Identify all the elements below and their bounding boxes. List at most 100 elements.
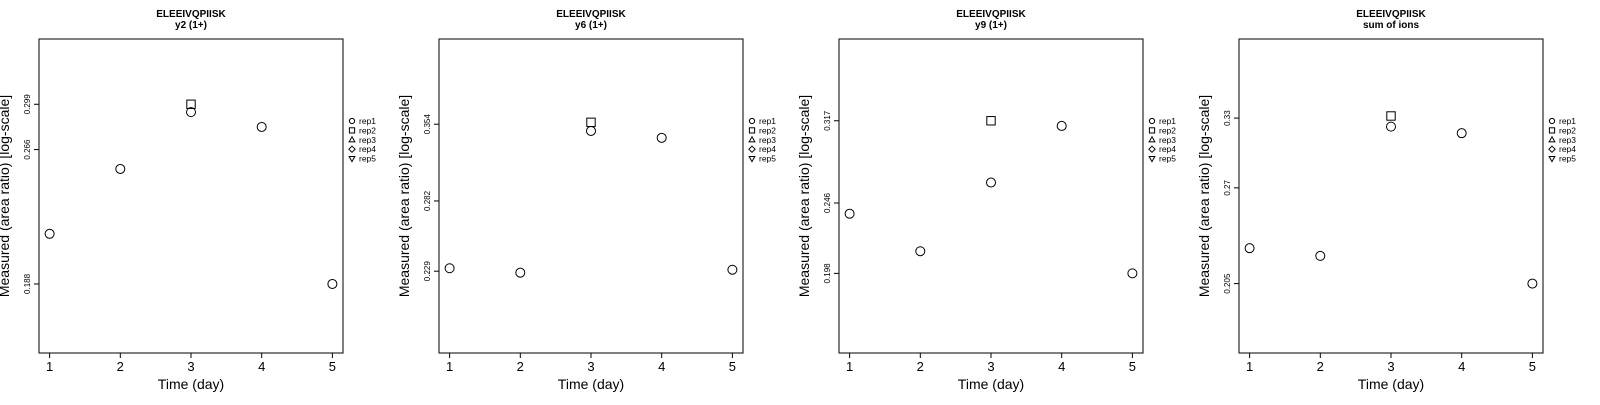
legend-label: rep5	[359, 154, 376, 164]
data-point-rep2	[1386, 111, 1396, 121]
chart-subtitle: y6 (1+)	[575, 20, 607, 31]
legend-label: rep5	[1559, 154, 1576, 164]
data-point-rep1	[656, 132, 667, 143]
y-tick-label: 0.266	[23, 139, 32, 160]
x-tick-label: 1	[1246, 359, 1253, 374]
y-axis-label: Measured (area ratio) [log-scale]	[0, 95, 12, 297]
legend-marker-rep3	[1148, 135, 1156, 143]
legend-label: rep1	[1159, 116, 1176, 126]
x-tick-label: 5	[1529, 359, 1536, 374]
data-point-rep1	[444, 263, 455, 274]
plot-frame	[38, 38, 344, 354]
legend-label: rep3	[1159, 135, 1176, 145]
x-tick-label: 3	[987, 359, 994, 374]
data-point-rep1	[186, 107, 196, 118]
y-tick-label: 0.299	[23, 94, 32, 115]
x-tick-label: 1	[46, 359, 53, 374]
data-point-rep1	[115, 163, 126, 174]
legend-marker-rep5	[1548, 156, 1556, 163]
x-axis-label: Time (day)	[1358, 376, 1424, 392]
chart-subtitle: sum of ions	[1363, 20, 1420, 31]
legend-marker-rep3	[748, 135, 756, 143]
plot-frame	[838, 38, 1144, 354]
x-tick-label: 5	[729, 359, 736, 374]
legend-label: rep2	[1559, 125, 1576, 135]
legend-label: rep4	[759, 144, 776, 154]
x-axis-label: Time (day)	[558, 376, 624, 392]
data-point-rep1	[515, 267, 526, 278]
legend-label: rep2	[359, 125, 376, 135]
legend-marker-rep1	[748, 117, 756, 125]
x-axis-label: Time (day)	[158, 376, 224, 392]
legend-marker-rep2	[748, 127, 756, 134]
x-tick-label: 4	[658, 359, 665, 374]
legend-label: rep5	[1159, 154, 1176, 164]
data-point-rep1	[727, 264, 738, 275]
y-axis-label: Measured (area ratio) [log-scale]	[1196, 95, 1212, 297]
y-tick-label: 0.229	[423, 261, 432, 282]
legend-label: rep5	[759, 154, 776, 164]
legend-marker-rep2	[1148, 127, 1156, 134]
data-point-rep1	[1244, 243, 1255, 254]
x-tick-label: 4	[1458, 359, 1465, 374]
data-point-rep1	[1127, 268, 1138, 279]
legend-label: rep2	[1159, 125, 1176, 135]
x-tick-label: 3	[1387, 359, 1394, 374]
y-tick-label: 0.198	[823, 263, 832, 284]
legend-marker-rep5	[748, 156, 756, 163]
legend-marker-rep4	[348, 145, 356, 154]
y-tick-label: 0.27	[1223, 180, 1232, 196]
chart-title: ELEEIVQPIISK	[156, 9, 226, 20]
y-tick-label: 0.282	[423, 190, 432, 211]
chart-title: ELEEIVQPIISK	[1356, 9, 1426, 20]
legend-label: rep2	[759, 125, 776, 135]
chart-subtitle: y9 (1+)	[975, 20, 1007, 31]
legend-marker-rep5	[348, 156, 356, 163]
x-tick-label: 5	[1129, 359, 1136, 374]
legend-label: rep3	[759, 135, 776, 145]
legend-marker-rep4	[1548, 145, 1556, 154]
data-point-rep1	[986, 177, 996, 188]
data-point-rep1	[256, 121, 267, 132]
legend-marker-rep1	[1548, 117, 1556, 125]
legend-label: rep4	[359, 144, 376, 154]
plot-frame	[1238, 38, 1544, 354]
legend-label: rep4	[1559, 144, 1576, 154]
x-tick-label: 2	[117, 359, 124, 374]
data-point-rep1	[586, 125, 596, 136]
legend-marker-rep1	[348, 117, 356, 125]
legend-label: rep1	[1559, 116, 1576, 126]
data-point-rep1	[1056, 120, 1067, 131]
x-axis-label: Time (day)	[958, 376, 1024, 392]
data-point-rep1	[327, 278, 338, 289]
legend-marker-rep4	[748, 145, 756, 154]
y-tick-label: 0.33	[1223, 110, 1232, 126]
y-tick-label: 0.354	[423, 114, 432, 135]
legend-label: rep1	[359, 116, 376, 126]
x-tick-label: 5	[329, 359, 336, 374]
y-tick-label: 0.188	[23, 273, 32, 294]
x-tick-label: 3	[587, 359, 594, 374]
y-tick-label: 0.205	[1223, 273, 1232, 294]
data-point-rep1	[915, 246, 926, 257]
legend-marker-rep1	[1148, 117, 1156, 125]
legend-marker-rep2	[348, 127, 356, 134]
chart-title: ELEEIVQPIISK	[556, 9, 626, 20]
x-tick-label: 1	[446, 359, 453, 374]
x-tick-label: 4	[1058, 359, 1065, 374]
legend-marker-rep4	[1148, 145, 1156, 154]
data-point-rep1	[1527, 278, 1538, 289]
x-tick-label: 1	[846, 359, 853, 374]
x-tick-label: 4	[258, 359, 265, 374]
legend-label: rep1	[759, 116, 776, 126]
legend-label: rep3	[359, 135, 376, 145]
data-point-rep2	[586, 117, 596, 128]
x-tick-label: 2	[517, 359, 524, 374]
data-point-rep1	[1315, 250, 1326, 261]
chart-title: ELEEIVQPIISK	[956, 9, 1026, 20]
chart-subtitle: y2 (1+)	[175, 20, 207, 31]
